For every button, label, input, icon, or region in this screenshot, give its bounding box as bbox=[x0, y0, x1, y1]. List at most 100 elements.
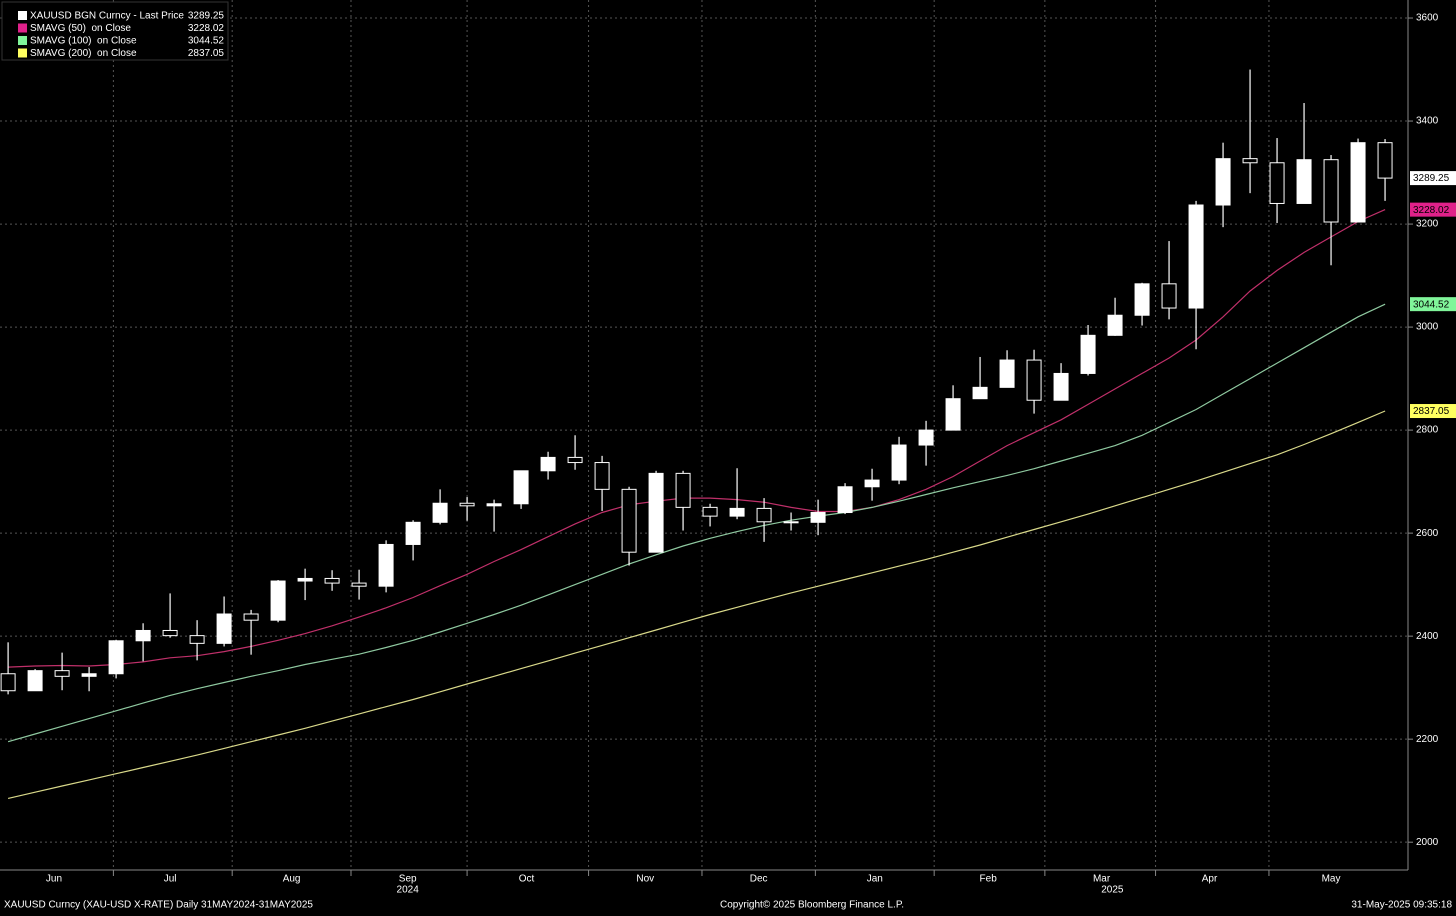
candle-body bbox=[999, 359, 1015, 388]
candle-body bbox=[189, 635, 205, 644]
legend-value: 3228.02 bbox=[188, 23, 225, 34]
candle-body bbox=[783, 521, 799, 524]
x-tick-label: Dec bbox=[750, 874, 768, 885]
candle-body bbox=[972, 386, 988, 400]
candle-body bbox=[405, 521, 421, 545]
footer-right: 31-May-2025 09:35:18 bbox=[1351, 900, 1452, 911]
candle-body bbox=[108, 640, 124, 675]
y-tick-label: 2800 bbox=[1416, 425, 1439, 436]
candle-body bbox=[1107, 314, 1123, 336]
candle-body bbox=[1242, 158, 1258, 164]
y-tick-label: 2200 bbox=[1416, 734, 1439, 745]
price-tag-label: 3044.52 bbox=[1413, 299, 1450, 310]
candle-body bbox=[1215, 158, 1231, 206]
price-tag-label: 3289.25 bbox=[1413, 173, 1450, 184]
price-tag bbox=[1410, 404, 1456, 419]
candle-body bbox=[432, 502, 448, 523]
candle-body bbox=[1296, 159, 1312, 204]
candle-body bbox=[702, 506, 718, 517]
footer-left: XAUUSD Curncy (XAU-USD X-RATE) Daily 31M… bbox=[4, 900, 313, 911]
candle-body bbox=[810, 512, 826, 523]
legend-value: 3289.25 bbox=[188, 11, 225, 22]
y-tick-label: 3200 bbox=[1416, 219, 1439, 230]
price-tag bbox=[1410, 297, 1456, 312]
candle-body bbox=[459, 502, 475, 507]
legend-swatch bbox=[18, 23, 27, 33]
legend-label: SMAVG (200) on Close bbox=[30, 48, 137, 59]
legend-label: XAUUSD BGN Curncy - Last Price bbox=[30, 11, 184, 22]
x-tick-label: Jun bbox=[46, 874, 62, 885]
y-tick-label: 3000 bbox=[1416, 322, 1439, 333]
candle-body bbox=[81, 673, 97, 677]
candle-body bbox=[351, 582, 367, 587]
candle-body bbox=[1134, 283, 1150, 316]
candle-body bbox=[270, 580, 286, 621]
candle-body bbox=[135, 629, 151, 642]
candle-body bbox=[837, 486, 853, 514]
legend-swatch bbox=[18, 11, 27, 20]
candle-body bbox=[945, 398, 961, 431]
candle-body bbox=[1269, 162, 1285, 204]
candle-body bbox=[918, 429, 934, 446]
footer-center: Copyright© 2025 Bloomberg Finance L.P. bbox=[720, 900, 904, 911]
candle-body bbox=[1053, 372, 1069, 401]
x-tick-label: Nov bbox=[636, 874, 654, 885]
legend-value: 2837.05 bbox=[188, 48, 225, 59]
candle-body bbox=[729, 507, 745, 517]
candle-body bbox=[324, 577, 340, 584]
x-tick-label: Jan bbox=[867, 874, 883, 885]
price-tag-label: 3228.02 bbox=[1413, 205, 1450, 216]
legend-box bbox=[1, 1, 229, 61]
x-tick-label: Aug bbox=[283, 874, 301, 885]
candle-body bbox=[1350, 142, 1366, 223]
x-tick-label: Jul bbox=[164, 874, 177, 885]
candle-body bbox=[27, 670, 43, 692]
candle-body bbox=[243, 613, 259, 621]
y-tick-label: 2600 bbox=[1416, 528, 1439, 539]
candle-body bbox=[486, 503, 502, 507]
x-tick-label: Mar bbox=[1093, 874, 1111, 885]
candle-body bbox=[297, 577, 313, 582]
candle-body bbox=[540, 456, 556, 472]
candle-body bbox=[864, 479, 880, 488]
price-tag-label: 2837.05 bbox=[1413, 406, 1450, 417]
candle-body bbox=[594, 462, 610, 490]
candle-body bbox=[1080, 334, 1096, 374]
candle-body bbox=[756, 507, 772, 523]
candle-body bbox=[378, 543, 394, 587]
legend-value: 3044.52 bbox=[188, 36, 225, 47]
y-tick-label: 2000 bbox=[1416, 837, 1439, 848]
candle-body bbox=[513, 470, 529, 505]
candle-body bbox=[648, 472, 664, 553]
candle-body bbox=[1188, 204, 1204, 309]
x-tick-label: Sep bbox=[399, 874, 417, 885]
sma-line bbox=[8, 209, 1386, 668]
price-tag bbox=[1410, 202, 1456, 217]
year-label: 2024 bbox=[397, 885, 420, 896]
candle-body bbox=[54, 670, 70, 677]
x-tick-label: Oct bbox=[519, 874, 535, 885]
candle-body bbox=[162, 629, 178, 637]
candle-body bbox=[1323, 159, 1339, 223]
x-tick-label: May bbox=[1322, 874, 1341, 885]
candle-body bbox=[1161, 283, 1177, 309]
candle-body bbox=[891, 444, 907, 481]
y-tick-label: 3600 bbox=[1416, 13, 1439, 24]
candle-body bbox=[216, 613, 232, 644]
year-label: 2025 bbox=[1101, 885, 1124, 896]
candle-body bbox=[1377, 142, 1393, 179]
y-tick-label: 2400 bbox=[1416, 631, 1439, 642]
price-tag bbox=[1410, 171, 1456, 186]
sma-line bbox=[7, 303, 1386, 743]
legend-swatch bbox=[18, 48, 27, 58]
legend-label: SMAVG (50) on Close bbox=[30, 23, 131, 34]
candle-body bbox=[0, 673, 16, 692]
legend-label: SMAVG (100) on Close bbox=[30, 36, 137, 47]
candle-body bbox=[567, 456, 583, 464]
legend-swatch bbox=[18, 36, 27, 45]
x-tick-label: Feb bbox=[980, 874, 998, 885]
legend: XAUUSD BGN Curncy - Last Price 3289.25 SMA… bbox=[1, 1, 229, 61]
candle-body bbox=[1026, 359, 1042, 401]
